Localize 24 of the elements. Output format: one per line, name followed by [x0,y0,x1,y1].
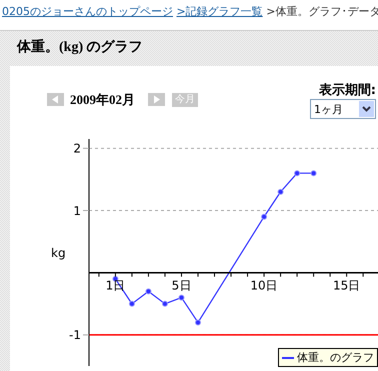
legend-label: 体重。のグラフ [297,350,374,365]
point [162,300,168,307]
point [178,294,184,301]
x-tick-label: 10日 [250,278,278,293]
text: >体重。グラフ･データ [266,5,378,18]
text: >記録グラフ一覧 [176,5,263,18]
point [294,170,300,176]
y-tick-label: 1 [73,204,81,218]
point [261,214,268,220]
chart-title: 体重。(kg) のグラフ [17,38,143,56]
text: 0205のジョーさんのトップページ [2,5,173,18]
point [145,288,152,294]
text: 1ヶ月 [314,102,343,117]
point [128,300,135,307]
y-tick-label: -1 [69,328,81,342]
y-tick-label: 2 [73,142,81,156]
x-tick-label: 5日 [172,278,192,293]
point [278,188,284,195]
point [310,170,317,176]
x-tick-label: 15日 [332,278,360,293]
point [194,319,201,326]
y-axis-title: kg [51,246,66,260]
chart-subtitle: 2009年02月 [70,91,135,109]
text: 表示期間: [318,82,376,99]
